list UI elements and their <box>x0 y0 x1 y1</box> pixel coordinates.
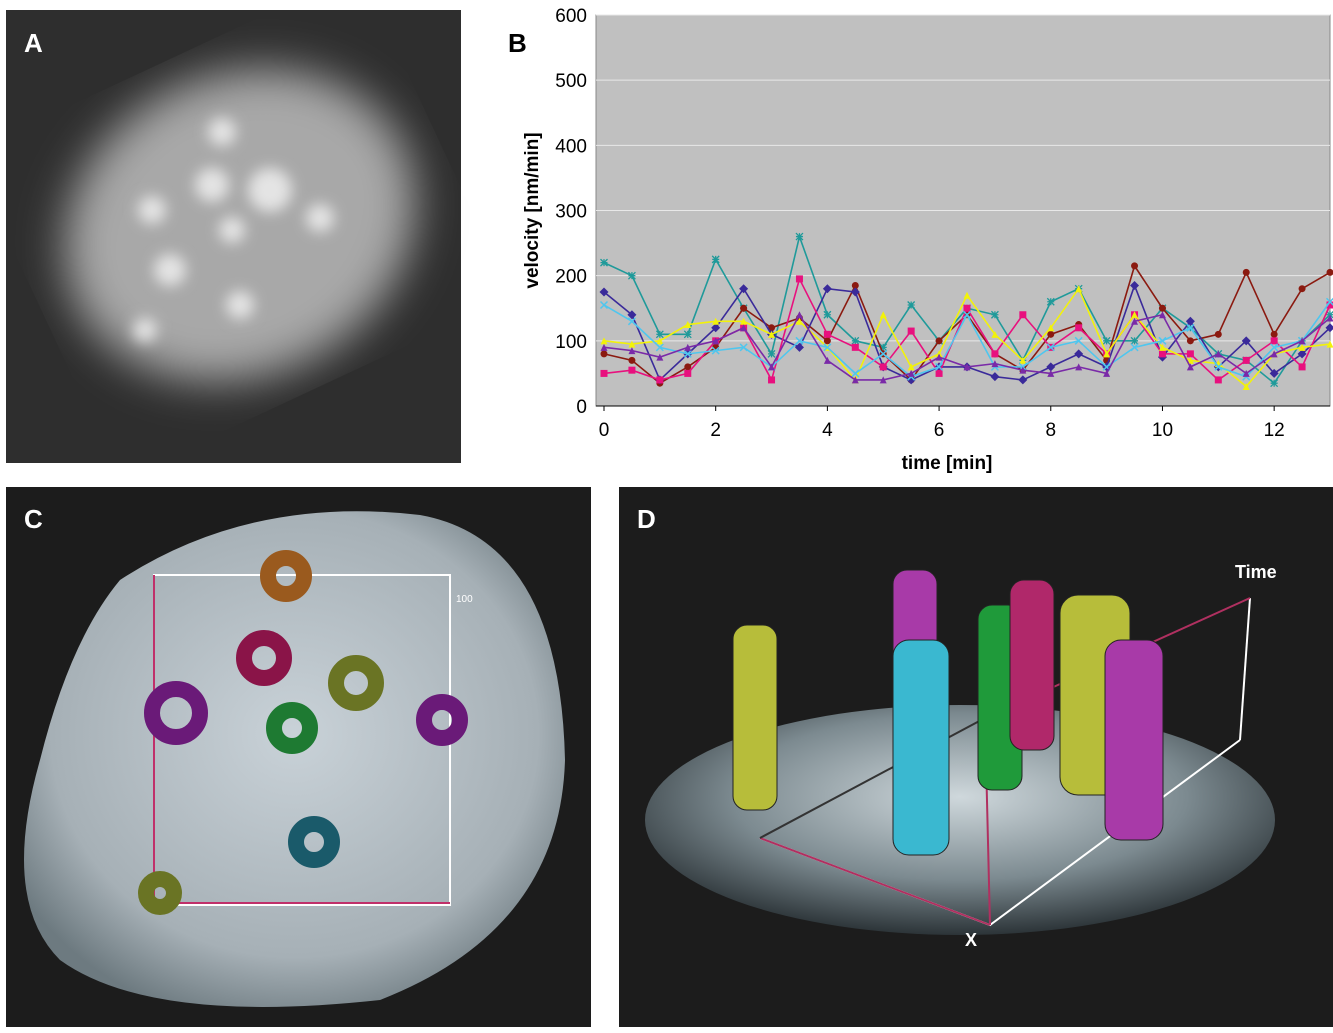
marker <box>852 344 859 351</box>
marker <box>1103 337 1110 344</box>
scale-label: 100 <box>456 594 473 605</box>
marker <box>796 233 803 240</box>
marker <box>1159 350 1166 357</box>
panel-label: D <box>637 504 656 534</box>
x-axis-label: time [min] <box>902 453 993 474</box>
marker <box>1131 337 1138 344</box>
marker <box>1019 311 1026 318</box>
panel-c: 100 C <box>6 487 591 1027</box>
y-tick-label: 100 <box>555 332 587 353</box>
marker <box>628 272 635 279</box>
x-tick-label: 0 <box>599 420 610 441</box>
panel-label: C <box>24 504 43 534</box>
marker <box>740 305 747 312</box>
marker <box>628 367 635 374</box>
marker <box>991 350 998 357</box>
y-tick-label: 0 <box>576 397 587 418</box>
marker <box>1243 269 1250 276</box>
y-tick-label: 600 <box>555 6 587 27</box>
marker <box>601 259 608 266</box>
y-tick-label: 200 <box>555 267 587 288</box>
panel-label: A <box>24 28 43 58</box>
marker <box>1159 305 1166 312</box>
marker <box>656 376 663 383</box>
x-tick-label: 4 <box>822 420 833 441</box>
marker <box>656 331 663 338</box>
marker <box>852 337 859 344</box>
marker <box>1187 337 1194 344</box>
panel-label: B <box>508 28 527 58</box>
marker <box>684 370 691 377</box>
marker <box>712 256 719 263</box>
panel-d: Time X D <box>619 487 1333 1027</box>
marker <box>824 331 831 338</box>
marker <box>796 275 803 282</box>
y-tick-label: 300 <box>555 202 587 223</box>
marker <box>768 350 775 357</box>
marker <box>1187 350 1194 357</box>
marker <box>936 337 943 344</box>
marker <box>824 337 831 344</box>
x-tick-label: 6 <box>934 420 945 441</box>
panel-a: A <box>6 10 467 463</box>
marker <box>1131 262 1138 269</box>
marker <box>908 301 915 308</box>
marker <box>1271 331 1278 338</box>
marker <box>684 331 691 338</box>
marker <box>768 376 775 383</box>
marker <box>880 363 887 370</box>
marker <box>1243 357 1250 364</box>
marker <box>1271 380 1278 387</box>
marker <box>936 370 943 377</box>
figure: A B 0 100 200 300 400 500 600 0 2 4 6 8 10 12 time [mi… <box>0 0 1333 1028</box>
axis-label: X <box>965 930 977 950</box>
panel-b: B 0 100 200 300 400 500 600 0 2 4 6 8 10 12 time [min]… <box>508 6 1333 474</box>
y-tick-label: 400 <box>555 136 587 157</box>
marker <box>628 357 635 364</box>
marker <box>824 311 831 318</box>
x-tick-label: 8 <box>1045 420 1056 441</box>
marker <box>601 370 608 377</box>
y-tick-label: 500 <box>555 71 587 92</box>
marker <box>1215 331 1222 338</box>
x-tick-label: 12 <box>1264 420 1285 441</box>
marker <box>1299 363 1306 370</box>
axis-label: Time <box>1235 562 1277 582</box>
marker <box>1271 337 1278 344</box>
marker <box>991 311 998 318</box>
marker <box>1075 324 1082 331</box>
x-tick-label: 10 <box>1152 420 1173 441</box>
marker <box>908 328 915 335</box>
marker <box>1299 285 1306 292</box>
marker <box>1047 298 1054 305</box>
x-tick-label: 2 <box>710 420 721 441</box>
y-axis-label: velocity [nm/min] <box>522 132 543 288</box>
marker <box>601 350 608 357</box>
marker <box>964 305 971 312</box>
marker <box>1215 376 1222 383</box>
